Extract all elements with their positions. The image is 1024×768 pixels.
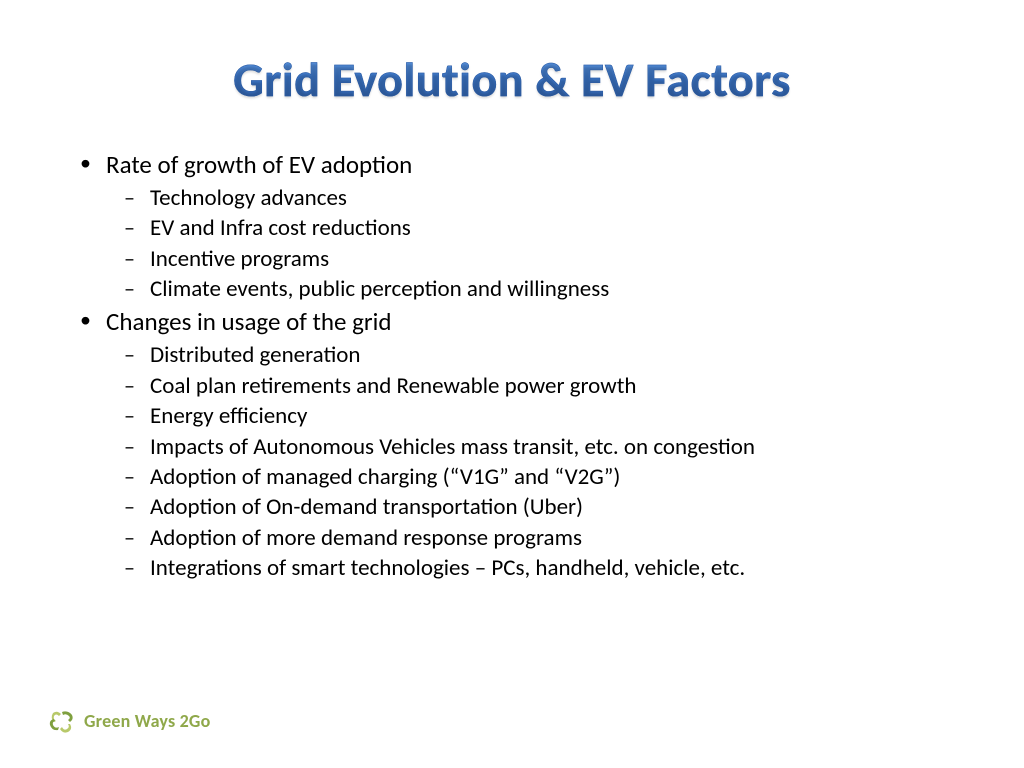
bullet-list: Rate of growth of EV adoption Technology… (76, 149, 964, 583)
sub-bullet-item: Adoption of managed charging (“V1G” and … (120, 462, 964, 492)
sub-bullet-item: Integrations of smart technologies – PCs… (120, 553, 964, 583)
sub-bullet-item: Coal plan retirements and Renewable powe… (120, 371, 964, 401)
bullet-text: Changes in usage of the grid (106, 306, 392, 337)
slide-body: Rate of growth of EV adoption Technology… (60, 149, 964, 583)
slide: Grid Evolution & EV Factors Rate of grow… (0, 0, 1024, 768)
slide-title: Grid Evolution & EV Factors (60, 50, 964, 109)
sub-bullet-item: Energy efficiency (120, 401, 964, 431)
recycle-leaf-icon (48, 708, 78, 734)
bullet-item: Changes in usage of the grid Distributed… (76, 306, 964, 583)
sub-bullet-item: Adoption of On-demand transportation (Ub… (120, 492, 964, 522)
footer-logo: Green Ways 2Go (48, 708, 210, 734)
sub-bullet-item: Impacts of Autonomous Vehicles mass tran… (120, 432, 964, 462)
sub-bullet-item: Incentive programs (120, 244, 964, 274)
sub-bullet-item: EV and Infra cost reductions (120, 213, 964, 243)
sub-bullet-list: Technology advances EV and Infra cost re… (120, 183, 964, 304)
bullet-item: Rate of growth of EV adoption Technology… (76, 149, 964, 304)
sub-bullet-list: Distributed generation Coal plan retirem… (120, 340, 964, 583)
sub-bullet-item: Adoption of more demand response program… (120, 523, 964, 553)
logo-text: Green Ways 2Go (84, 710, 210, 732)
sub-bullet-item: Distributed generation (120, 340, 964, 370)
sub-bullet-item: Climate events, public perception and wi… (120, 274, 964, 304)
bullet-text: Rate of growth of EV adoption (106, 149, 412, 180)
sub-bullet-item: Technology advances (120, 183, 964, 213)
